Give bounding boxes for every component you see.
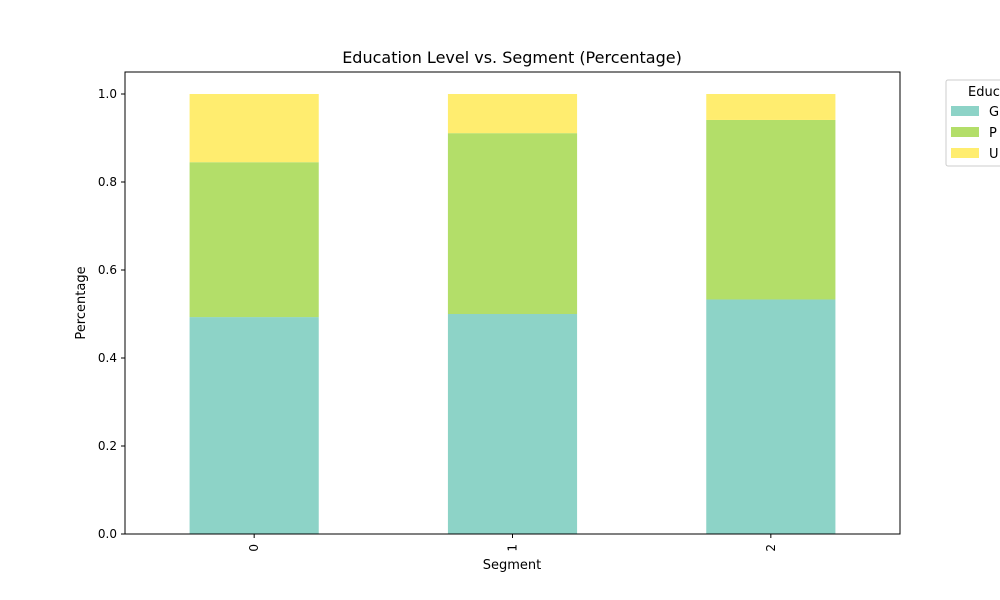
legend-swatch-P [951,127,979,137]
legend-label-P: P [989,126,997,141]
bar-segment-2-U [706,94,836,120]
bar-segment-0-P [189,162,319,318]
legend-label-G: G [989,105,999,120]
x-tick-label: 1 [506,544,520,552]
y-axis-label: Percentage [74,266,89,339]
y-tick-label: 0.4 [98,351,117,365]
legend-box [945,79,1000,167]
legend-swatch-U [951,148,979,158]
legend: Educ GPU [945,79,1000,167]
x-axis-label: Segment [483,558,542,573]
x-axis: 0 1 2 [247,534,778,552]
x-tick-label: 0 [247,544,261,552]
bar-segment-2-G [706,299,836,534]
bar-segment-2-P [706,119,836,300]
y-tick-label: 0.2 [98,439,117,453]
bars-group [189,94,836,534]
y-tick-label: 0.0 [98,527,117,541]
legend-title: Educ [968,85,1000,100]
y-axis: 0.0 0.2 0.4 0.6 0.8 1.0 [98,87,125,541]
legend-swatch-G [951,106,979,116]
bar-segment-0-G [189,317,319,534]
y-tick-label: 0.8 [98,175,117,189]
y-tick-label: 0.6 [98,263,117,277]
bar-segment-1-G [447,314,578,534]
y-tick-label: 1.0 [98,87,117,101]
chart-title: Education Level vs. Segment (Percentage) [342,48,682,67]
bar-segment-1-P [447,133,578,314]
x-tick-label: 2 [764,544,778,552]
legend-label-U: U [989,147,999,162]
bar-segment-0-U [189,94,319,163]
bar-segment-1-U [447,94,578,134]
